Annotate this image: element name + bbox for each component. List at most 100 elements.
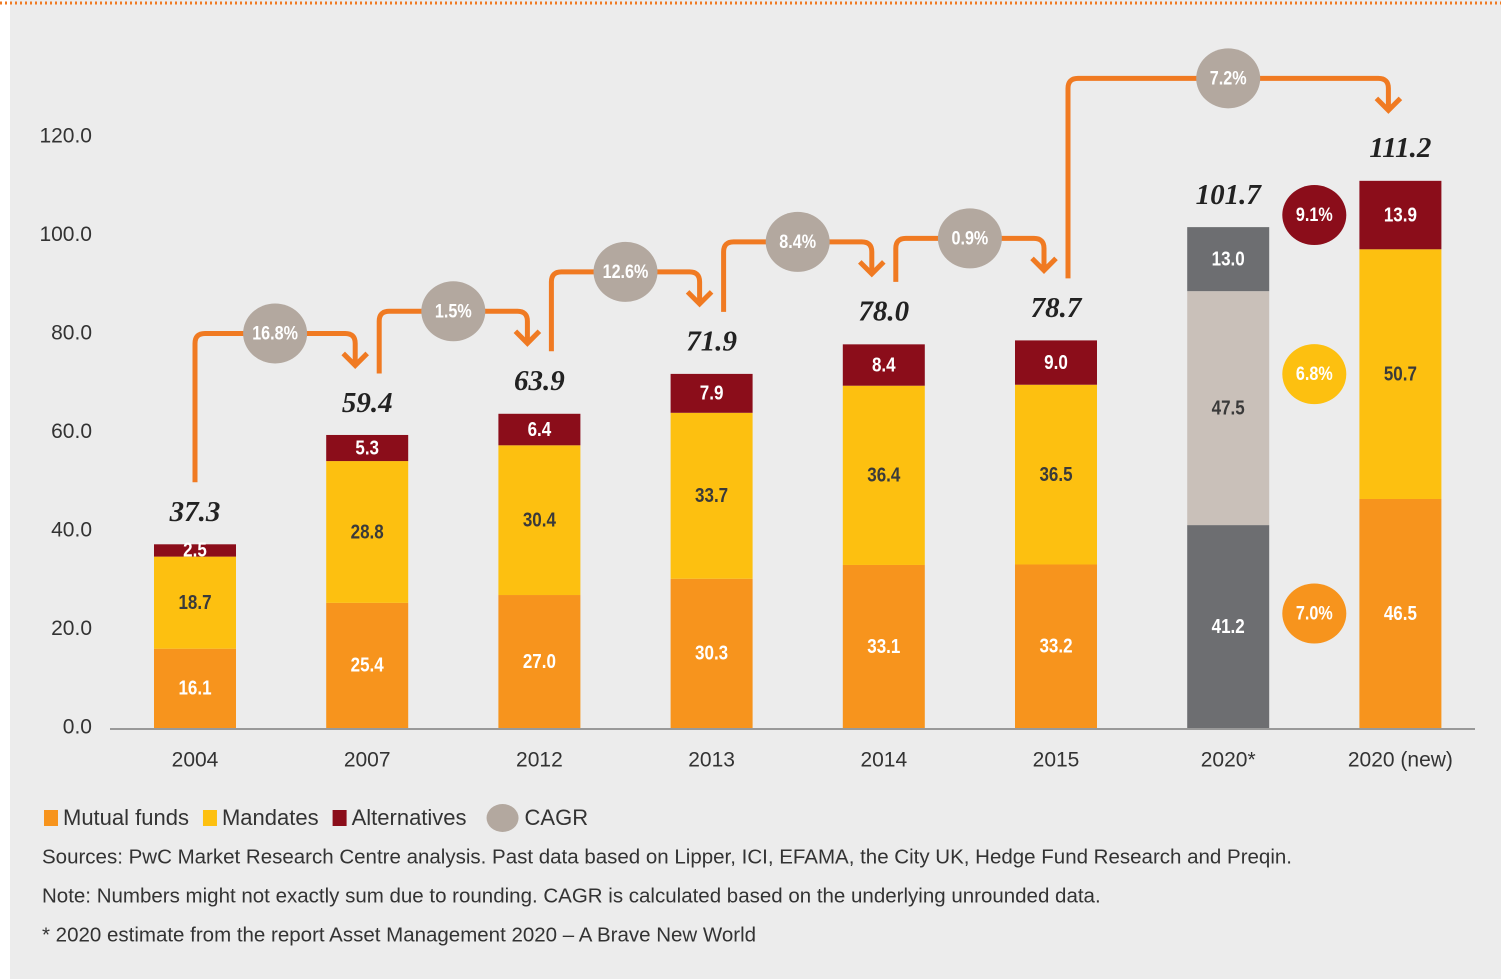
x-tick-label: 2004 bbox=[172, 749, 219, 772]
cagr-bubble bbox=[1196, 48, 1261, 109]
series-cagr-bubble bbox=[1282, 185, 1347, 246]
bar-segment bbox=[498, 595, 581, 728]
value-label: 47.5 bbox=[1212, 396, 1245, 419]
total-label: 101.7 bbox=[1196, 179, 1263, 211]
total-label: 78.7 bbox=[1031, 292, 1083, 324]
series-cagr-bubble bbox=[1282, 344, 1347, 405]
x-tick-label: 2013 bbox=[688, 749, 735, 772]
legend-label: CAGR bbox=[525, 805, 589, 830]
value-label: 13.9 bbox=[1384, 203, 1417, 226]
bar-segment bbox=[842, 344, 925, 386]
cagr-label: 7.2% bbox=[1210, 67, 1247, 89]
note: Sources: PwC Market Research Centre anal… bbox=[42, 845, 1292, 868]
arrow-head bbox=[341, 351, 369, 369]
bar-segment bbox=[670, 412, 753, 579]
value-label: 13.0 bbox=[1212, 247, 1245, 270]
total-label: 71.9 bbox=[686, 326, 737, 358]
value-label: 28.8 bbox=[351, 520, 384, 543]
background bbox=[10, 0, 1501, 979]
bar-segment bbox=[1187, 227, 1270, 292]
y-tick-label: 40.0 bbox=[51, 519, 92, 542]
bar-segment bbox=[1359, 180, 1442, 250]
legend-swatch bbox=[44, 810, 58, 826]
legend-label: Mandates bbox=[222, 805, 319, 830]
value-label: 2.5 bbox=[183, 538, 207, 561]
value-label: 16.1 bbox=[178, 676, 211, 699]
series-cagr-label: 7.0% bbox=[1296, 602, 1333, 624]
total-label: 37.3 bbox=[169, 496, 221, 528]
x-tick-label: 2014 bbox=[860, 749, 907, 772]
bar-segment bbox=[1187, 291, 1270, 526]
bar-segment bbox=[498, 445, 581, 596]
legend-swatch bbox=[202, 810, 217, 826]
note: * 2020 estimate from the report Asset Ma… bbox=[42, 923, 756, 946]
value-label: 9.0 bbox=[1044, 351, 1068, 374]
cagr-label: 8.4% bbox=[779, 231, 816, 253]
value-label: 36.5 bbox=[1039, 463, 1072, 486]
x-tick-label: 2020 (new) bbox=[1348, 749, 1453, 772]
x-tick-label: 2015 bbox=[1033, 749, 1080, 772]
bar-segment bbox=[154, 544, 236, 557]
bar-segment bbox=[842, 385, 925, 565]
bar-segment bbox=[1015, 340, 1097, 385]
bar-segment bbox=[326, 434, 409, 462]
y-tick-label: 80.0 bbox=[51, 322, 92, 345]
bar-segment bbox=[670, 373, 753, 413]
arrow-head bbox=[1030, 256, 1058, 274]
bar-segment bbox=[1359, 498, 1442, 728]
bar-segment bbox=[154, 556, 236, 649]
legend-swatch bbox=[486, 804, 519, 832]
y-tick-label: 20.0 bbox=[51, 617, 92, 640]
bar-segment bbox=[498, 413, 581, 446]
cagr-bubble bbox=[937, 208, 1002, 269]
series-cagr-label: 9.1% bbox=[1296, 204, 1333, 226]
y-tick-label: 100.0 bbox=[39, 223, 92, 246]
bar-segment bbox=[1359, 249, 1442, 499]
value-label: 27.0 bbox=[523, 649, 556, 672]
series-cagr-bubble bbox=[1282, 583, 1347, 644]
value-label: 33.2 bbox=[1039, 634, 1072, 657]
x-tick-label: 2012 bbox=[516, 749, 563, 772]
value-label: 33.7 bbox=[695, 484, 728, 507]
cagr-bubble bbox=[593, 241, 658, 302]
series-cagr-label: 6.8% bbox=[1296, 363, 1333, 385]
value-label: 18.7 bbox=[178, 591, 211, 614]
legend-label: Mutual funds bbox=[63, 805, 189, 830]
arrow-head bbox=[685, 290, 714, 308]
value-label: 36.4 bbox=[867, 463, 901, 486]
cagr-label: 1.5% bbox=[435, 300, 472, 322]
bar-segment bbox=[326, 602, 409, 728]
legend-swatch bbox=[332, 810, 347, 826]
bar-segment bbox=[1015, 384, 1097, 565]
value-label: 33.1 bbox=[867, 634, 900, 657]
value-label: 6.4 bbox=[528, 418, 552, 441]
arrow-head bbox=[858, 260, 886, 278]
value-label: 7.9 bbox=[700, 381, 724, 404]
bar-segment bbox=[670, 578, 753, 728]
bar-segment bbox=[1015, 564, 1097, 728]
value-label: 5.3 bbox=[355, 436, 379, 459]
y-tick-label: 0.0 bbox=[63, 716, 92, 739]
bar-segment bbox=[842, 564, 925, 728]
cagr-bubble bbox=[421, 281, 486, 342]
value-label: 25.4 bbox=[351, 653, 385, 676]
x-tick-label: 2020* bbox=[1201, 749, 1256, 772]
bar-segment bbox=[326, 461, 409, 603]
arrow-head bbox=[513, 329, 542, 347]
value-label: 41.2 bbox=[1212, 615, 1245, 638]
value-label: 30.3 bbox=[695, 641, 728, 664]
legend-label: Alternatives bbox=[352, 805, 467, 830]
cagr-label: 0.9% bbox=[951, 227, 988, 249]
value-label: 30.4 bbox=[523, 508, 557, 531]
value-label: 50.7 bbox=[1384, 362, 1417, 385]
value-label: 8.4 bbox=[872, 353, 896, 376]
cagr-label: 12.6% bbox=[603, 261, 649, 283]
total-label: 111.2 bbox=[1369, 132, 1431, 164]
arrow-head bbox=[1374, 96, 1403, 114]
total-label: 59.4 bbox=[342, 387, 393, 419]
cagr-bubble bbox=[765, 211, 830, 272]
y-tick-label: 120.0 bbox=[39, 125, 92, 148]
bar-segment bbox=[1187, 525, 1270, 728]
